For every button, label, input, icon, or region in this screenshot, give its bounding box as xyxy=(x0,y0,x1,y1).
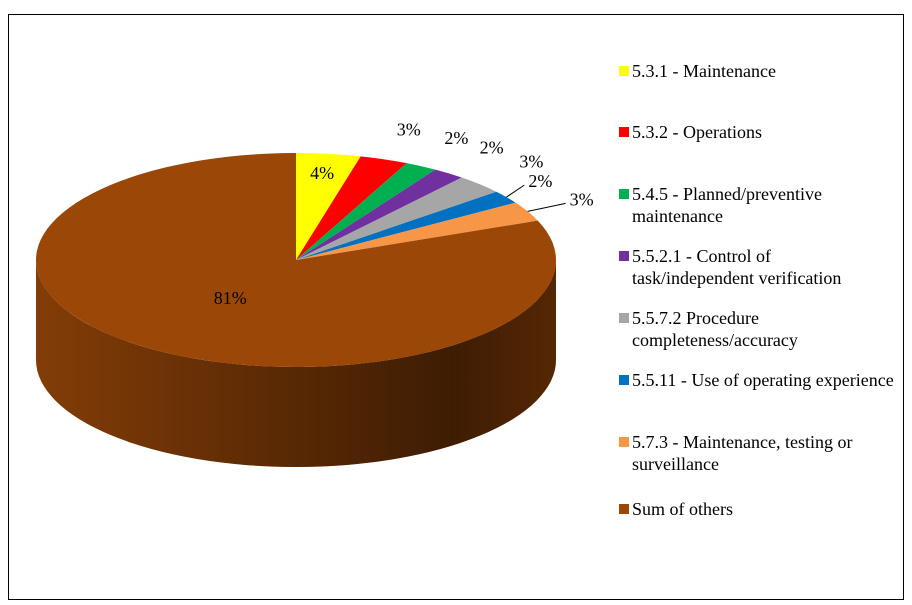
legend-swatch xyxy=(619,127,629,137)
legend-swatch xyxy=(619,189,629,199)
legend-swatch xyxy=(619,251,629,261)
legend-swatch xyxy=(619,66,629,76)
legend-swatch xyxy=(619,437,629,447)
pie-slice xyxy=(36,152,557,367)
data-label: 3% xyxy=(397,119,421,139)
data-label: 2% xyxy=(480,137,504,157)
legend-label: 5.3.1 - Maintenance xyxy=(632,61,776,81)
legend-label: 5.5.2.1 - Control of task/independent ve… xyxy=(632,246,842,288)
pie-slice xyxy=(296,177,497,260)
pie-slice xyxy=(296,153,361,260)
legend-label: Sum of others xyxy=(632,499,733,519)
data-label: 81% xyxy=(214,288,247,308)
legend-swatch xyxy=(619,504,629,514)
data-label: 4% xyxy=(310,163,334,183)
pie-slice xyxy=(296,169,462,260)
data-label: 3% xyxy=(519,151,543,171)
legend-label: 5.4.5 - Planned/preventive maintenance xyxy=(632,184,822,226)
chart-frame xyxy=(8,14,904,600)
legend-label: 5.3.2 - Operations xyxy=(632,122,762,142)
legend-label: 5.5.7.2 Procedure completeness/accuracy xyxy=(632,308,798,350)
pie-slice xyxy=(296,163,436,260)
data-label: 2% xyxy=(528,171,552,191)
legend-label: 5.5.11 - Use of operating experience xyxy=(632,370,894,390)
data-label: 2% xyxy=(444,128,468,148)
pie-slice xyxy=(296,202,538,260)
leader-line xyxy=(527,202,566,212)
data-label: 3% xyxy=(570,190,594,210)
legend-swatch xyxy=(619,375,629,385)
legend-label: 5.7.3 - Maintenance, testing or surveill… xyxy=(632,432,853,474)
leader-line xyxy=(506,184,525,198)
pie-side-shade xyxy=(36,260,556,467)
pie-slice xyxy=(296,156,407,260)
pie-slice xyxy=(296,191,516,260)
legend-swatch xyxy=(619,313,629,323)
